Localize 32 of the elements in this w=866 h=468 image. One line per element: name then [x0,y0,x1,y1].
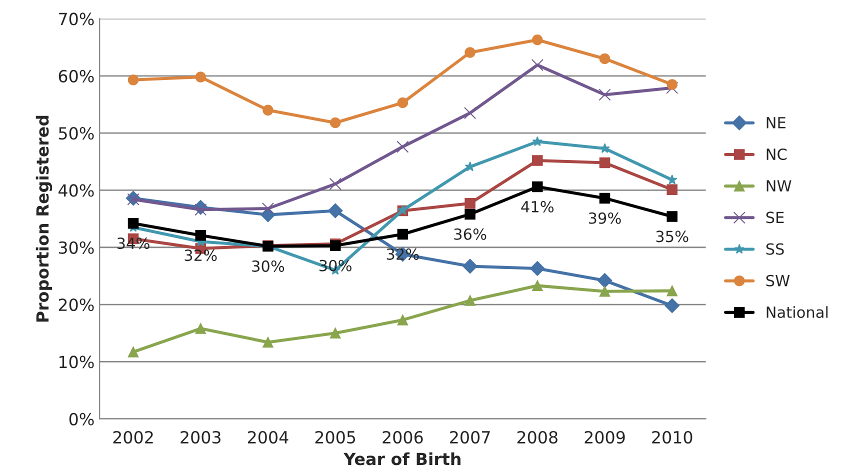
legend-label: National [766,306,828,318]
y-tick-label: 0% [69,412,94,426]
legend-label: SW [766,274,790,286]
y-tick-label: 50% [58,127,94,140]
data-label: 32% [184,250,217,262]
x-axis-title: Year of Birth [343,452,460,466]
legend-label: SE [766,212,784,224]
x-tick-label: 2009 [584,430,625,444]
y-tick-label: 70% [59,12,94,26]
legend-label: NC [766,148,787,160]
x-tick-label: 2010 [652,430,692,444]
y-tick-label: 20% [58,298,94,312]
y-axis-title: Proportion Registered [36,116,52,322]
x-tick-label: 2007 [450,430,490,444]
data-label: 39% [588,212,621,224]
legend-label: SS [766,243,784,255]
data-label: 36% [454,228,486,240]
legend-label: NW [766,180,792,192]
data-label: 30% [252,260,284,272]
y-tick-label: 10% [60,356,94,368]
y-tick-label: 60% [58,70,94,82]
y-tick-label: 30% [58,241,94,254]
x-tick-label: 2003 [180,430,220,444]
x-tick-label: 2006 [382,430,423,444]
data-label: 41% [521,200,554,212]
x-tick-label: 2004 [248,430,288,444]
y-tick-label: 40% [58,184,94,197]
x-tick-label: 2008 [517,430,558,444]
x-tick-label: 2002 [113,430,153,444]
x-tick-label: 2005 [315,430,356,444]
data-label: 35% [656,230,688,242]
legend-label: NE [766,117,786,128]
